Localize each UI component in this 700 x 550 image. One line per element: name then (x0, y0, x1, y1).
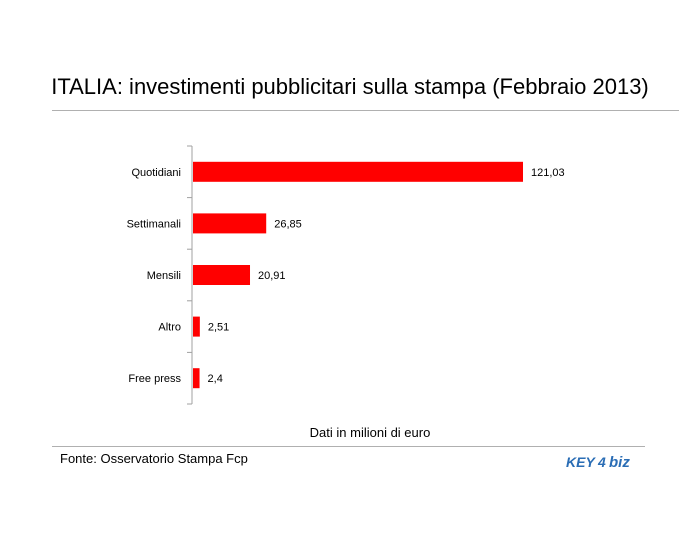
bar (193, 368, 200, 389)
logo-biz: biz (609, 454, 630, 471)
bar (193, 316, 200, 337)
category-label: Altro (158, 322, 181, 334)
key4biz-logo: KEY 4 biz (566, 454, 630, 471)
data-label: 121,03 (531, 167, 565, 179)
data-label: 2,51 (208, 322, 229, 334)
x-axis-label: Dati in milioni di euro (309, 425, 431, 440)
title-divider (52, 110, 679, 111)
category-label: Quotidiani (131, 167, 181, 179)
footer-divider (52, 446, 645, 447)
chart-title: ITALIA: investimenti pubblicitari sulla … (51, 74, 649, 99)
logo-mark: 4 (597, 454, 606, 470)
category-label: Mensili (147, 270, 181, 282)
category-label: Settimanali (127, 218, 181, 230)
source-note: Fonte: Osservatorio Stampa Fcp (60, 451, 248, 466)
category-label: Free press (128, 373, 181, 385)
logo-key: KEY (566, 454, 596, 470)
bar-chart: Quotidiani 121,03 Settimanali 26,85 Mensili 2… (127, 145, 565, 405)
bar (193, 213, 267, 234)
bar (193, 265, 251, 285)
bar (193, 161, 523, 182)
data-label: 2,4 (208, 373, 223, 385)
data-label: 26,85 (274, 218, 302, 230)
data-label: 20,91 (258, 270, 286, 282)
